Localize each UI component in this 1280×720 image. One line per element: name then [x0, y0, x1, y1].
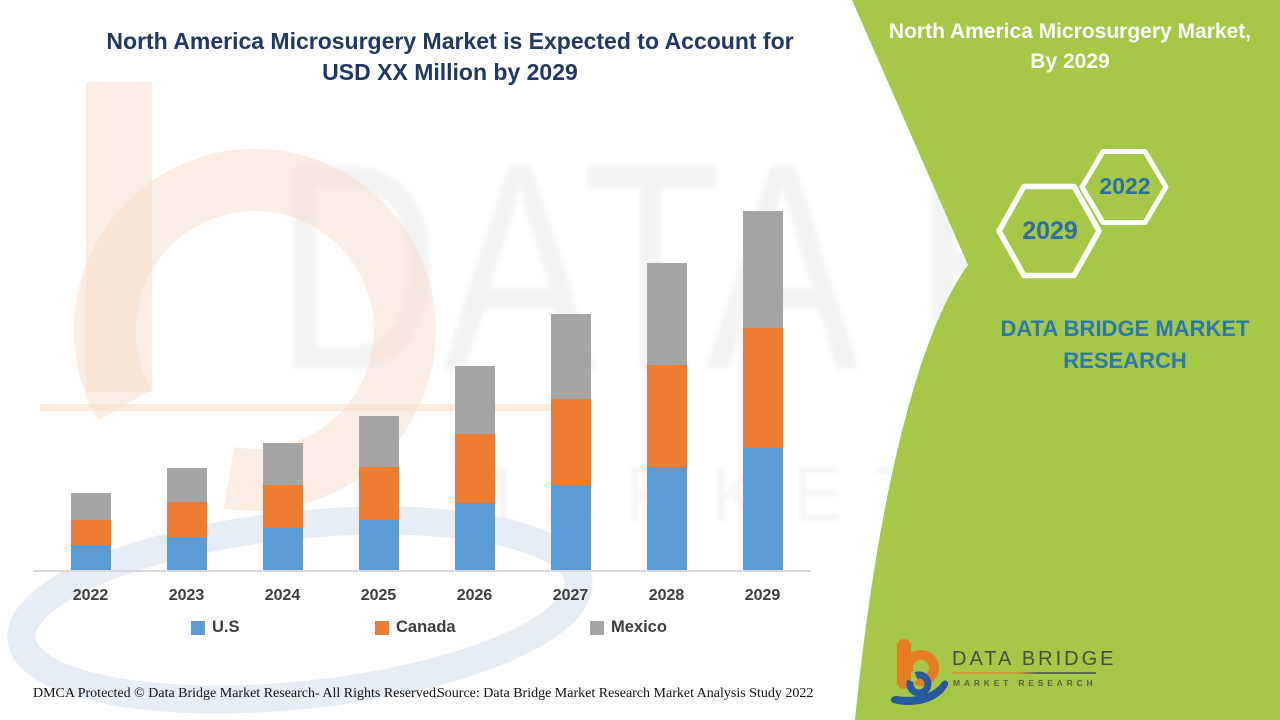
bar-segment-mexico-2022 [70, 493, 111, 520]
chart-title-line1: North America Microsurgery Market is Exp… [106, 28, 794, 54]
brand-name-line1: DATA BRIDGE MARKET [1000, 316, 1250, 341]
x-axis-label-2022: 2022 [72, 587, 109, 604]
bar-segment-mexico-2025 [358, 416, 399, 467]
bar-2025 [358, 416, 399, 570]
bar-2023 [166, 468, 207, 570]
bar-segment-us-2029 [742, 448, 783, 570]
bar-segment-mexico-2028 [646, 263, 687, 365]
logo-name: DATA BRIDGE [952, 648, 1117, 670]
bar-segment-us-2023 [166, 537, 207, 570]
logo-mark-blue-swoosh [890, 680, 949, 705]
legend-item-mexico: Mexico [590, 618, 667, 637]
watermark-logo-bowl [73, 148, 436, 511]
bar-segment-canada-2028 [646, 365, 687, 467]
brand-name-line2: RESEARCH [1063, 348, 1187, 373]
legend-item-canada: Canada [375, 618, 456, 637]
bar-segment-mexico-2026 [454, 366, 495, 434]
bar-segment-mexico-2029 [742, 211, 783, 328]
bar-2024 [262, 443, 303, 570]
chart-title-line2: USD XX Million by 2029 [322, 59, 578, 85]
bar-segment-canada-2024 [262, 485, 303, 528]
legend-swatch-mexico [590, 620, 604, 635]
bar-2026 [454, 366, 495, 570]
watermark-logo-stem [86, 82, 152, 392]
bar-segment-canada-2027 [550, 399, 591, 485]
x-axis-label-2026: 2026 [456, 587, 493, 604]
x-axis-label-2025: 2025 [360, 587, 397, 604]
x-axis-label-2027: 2027 [552, 587, 589, 604]
hexagon-large-year: 2029 [1022, 217, 1078, 245]
bar-segment-canada-2022 [70, 520, 111, 545]
x-axis-label-2024: 2024 [264, 587, 301, 604]
x-axis-label-2023: 2023 [168, 587, 205, 604]
bar-segment-canada-2025 [358, 467, 399, 520]
bar-segment-us-2022 [70, 545, 111, 570]
bar-segment-us-2025 [358, 520, 399, 570]
bar-segment-mexico-2024 [262, 443, 303, 485]
source-note: Source: Data Bridge Market Research Mark… [437, 686, 814, 701]
green-panel-shape [852, 0, 1280, 720]
legend-label-canada: Canada [396, 618, 456, 636]
bar-segment-us-2026 [454, 503, 495, 570]
legend-swatch-canada [375, 620, 389, 635]
bar-2028 [646, 263, 687, 570]
chart-title: North America Microsurgery Market is Exp… [60, 26, 840, 88]
hexagon-small-year: 2022 [1099, 173, 1151, 199]
legend-swatch-us [191, 620, 205, 635]
dmca-notice: DMCA Protected © Data Bridge Market Rese… [33, 686, 440, 701]
x-axis-line [33, 570, 811, 572]
bar-segment-us-2028 [646, 467, 687, 570]
hexagon-small [1079, 149, 1169, 225]
bar-segment-canada-2029 [742, 328, 783, 448]
legend-label-us: U.S [212, 618, 240, 636]
logo-mark-blue-bowl [906, 671, 932, 697]
logo-subtitle: MARKET RESEARCH [953, 678, 1097, 688]
x-axis-label-2029: 2029 [744, 587, 781, 604]
watermark-streak [40, 404, 560, 411]
logo-mark [890, 639, 949, 705]
bar-segment-canada-2026 [454, 434, 495, 503]
side-panel-title-line2: By 2029 [1030, 50, 1110, 73]
bar-segment-canada-2023 [166, 502, 207, 537]
bar-segment-us-2027 [550, 485, 591, 570]
bar-2029 [742, 211, 783, 570]
legend-item-us: U.S [191, 618, 240, 637]
bar-segment-mexico-2027 [550, 314, 591, 399]
legend-label-mexico: Mexico [611, 618, 667, 636]
bar-2022 [70, 493, 111, 570]
logo-underline [952, 672, 1096, 674]
bar-segment-us-2024 [262, 528, 303, 570]
side-panel-title-line1: North America Microsurgery Market, [888, 20, 1252, 43]
bar-segment-mexico-2023 [166, 468, 207, 502]
bar-2027 [550, 314, 591, 570]
x-axis-label-2028: 2028 [648, 587, 685, 604]
side-panel-title: North America Microsurgery Market, By 20… [860, 17, 1280, 77]
hexagon-large [996, 183, 1102, 279]
brand-name: DATA BRIDGE MARKET RESEARCH [950, 313, 1280, 377]
